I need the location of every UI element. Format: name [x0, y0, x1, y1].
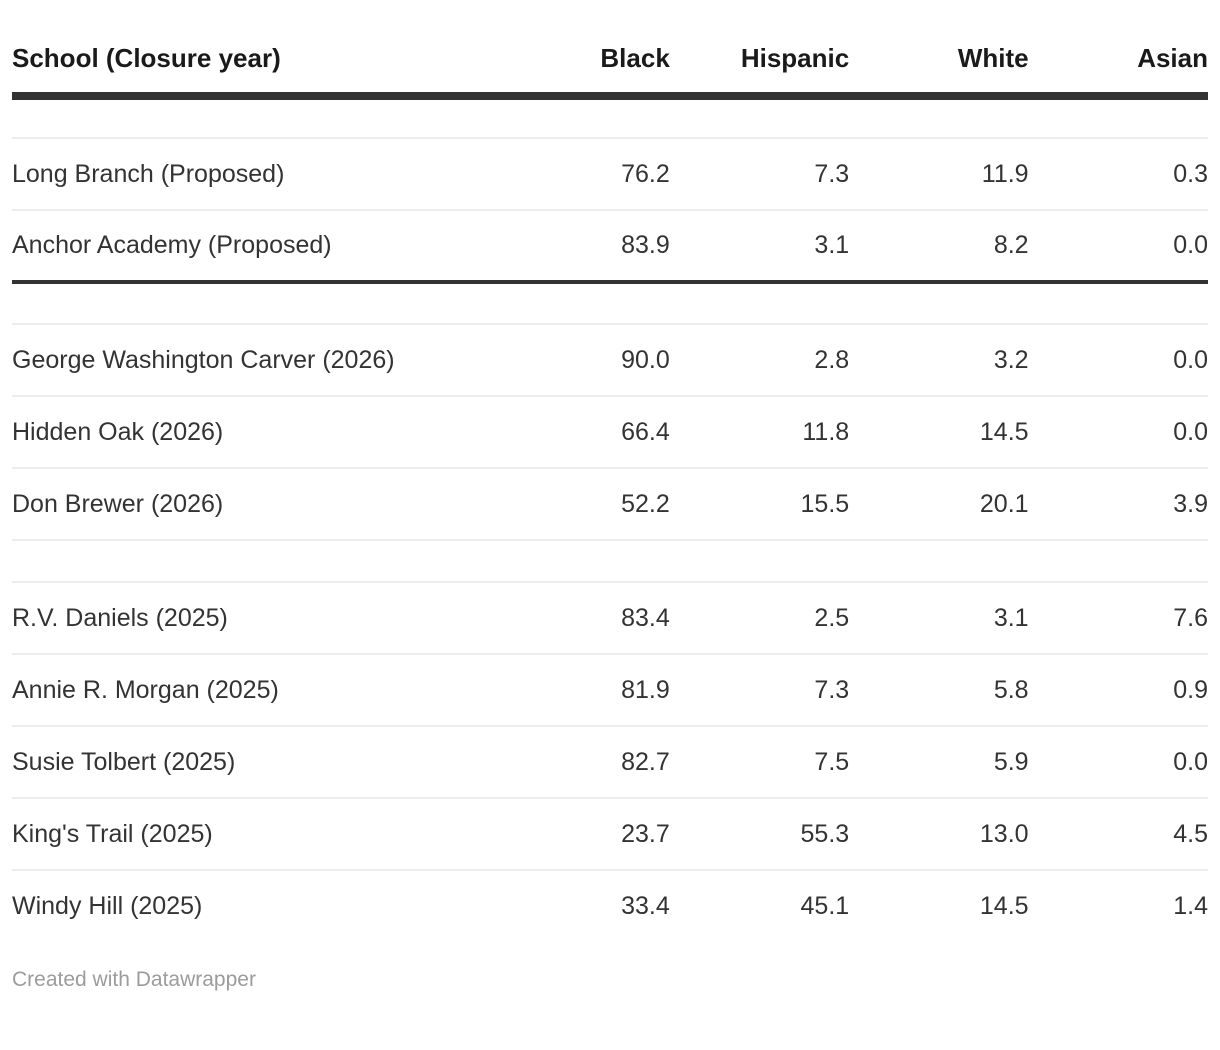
datawrapper-credit-link[interactable]: Created with Datawrapper: [12, 968, 256, 991]
table-row: King's Trail (2025) 23.7 55.3 13.0 4.5: [12, 798, 1208, 871]
group-spacer-row: [12, 540, 1208, 583]
value-cell: 4.5: [1028, 798, 1208, 871]
value-cell: 23.7: [490, 798, 670, 871]
value-cell: 0.9: [1028, 654, 1208, 727]
table-row: Don Brewer (2026) 52.2 15.5 20.1 3.9: [12, 468, 1208, 541]
table-row: Long Branch (Proposed) 76.2 7.3 11.9 0.3: [12, 138, 1208, 211]
spacer-cell: [12, 96, 1208, 139]
value-cell: 0.0: [1028, 396, 1208, 469]
value-cell: 3.1: [849, 582, 1029, 655]
table-row: Susie Tolbert (2025) 82.7 7.5 5.9 0.0: [12, 726, 1208, 799]
column-header-school: School (Closure year): [12, 24, 491, 100]
value-cell: 7.6: [1028, 582, 1208, 655]
value-cell: 11.8: [669, 396, 850, 469]
value-cell: 83.4: [490, 582, 670, 655]
value-cell: 11.9: [849, 138, 1029, 211]
table-row: Hidden Oak (2026) 66.4 11.8 14.5 0.0: [12, 396, 1208, 469]
value-cell: 83.9: [490, 210, 670, 284]
value-cell: 14.5: [979, 892, 1029, 920]
demographics-table: School (Closure year) Black Hispanic Whi…: [12, 24, 1208, 942]
group-spacer-row: [12, 96, 1208, 139]
value-cell: 7.5: [669, 726, 850, 799]
value-cell: 3.1: [669, 210, 850, 284]
table-header-row: School (Closure year) Black Hispanic Whi…: [12, 24, 1208, 100]
table-container: School (Closure year) Black Hispanic Whi…: [12, 24, 1208, 992]
table-row: R.V. Daniels (2025) 83.4 2.5 3.1 7.6: [12, 582, 1208, 655]
school-name-cell: Don Brewer (2026): [12, 468, 491, 541]
value-cell: 33.4: [621, 892, 670, 920]
table-row: George Washington Carver (2026) 90.0 2.8…: [12, 324, 1208, 397]
value-cell: 8.2: [849, 210, 1029, 284]
attribution-footer: Created with Datawrapper: [12, 968, 1208, 992]
value-cell: 52.2: [490, 468, 670, 541]
school-name-cell: George Washington Carver (2026): [12, 324, 491, 397]
column-header-white: White: [849, 24, 1029, 100]
school-name-cell: Long Branch (Proposed): [12, 138, 491, 211]
value-cell: 2.5: [669, 582, 850, 655]
table-row: Annie R. Morgan (2025) 81.9 7.3 5.8 0.9: [12, 654, 1208, 727]
school-name-cell: R.V. Daniels (2025): [12, 582, 491, 655]
school-name-cell: Hidden Oak (2026): [12, 396, 491, 469]
value-cell: 3.2: [849, 324, 1029, 397]
table-row: Anchor Academy (Proposed) 83.9 3.1 8.2 0…: [12, 210, 1208, 284]
value-cell: 5.8: [849, 654, 1029, 727]
value-cell: 1.4: [1173, 892, 1208, 920]
value-cell: 7.3: [669, 138, 850, 211]
spacer-cell: [12, 282, 1208, 325]
school-name-cell: Annie R. Morgan (2025): [12, 654, 491, 727]
value-cell: 81.9: [490, 654, 670, 727]
group-spacer-row: [12, 282, 1208, 325]
value-cell: 7.3: [669, 654, 850, 727]
column-header-asian: Asian: [1028, 24, 1208, 100]
value-cell: 55.3: [669, 798, 850, 871]
spacer-cell: [12, 540, 1208, 583]
value-cell: 0.0: [1028, 726, 1208, 799]
value-cell: 2.8: [669, 324, 850, 397]
value-cell: 15.5: [669, 468, 850, 541]
school-name-cell: Susie Tolbert (2025): [12, 726, 491, 799]
value-cell: 14.5: [849, 396, 1029, 469]
column-header-hispanic: Hispanic: [669, 24, 850, 100]
table-row: Windy Hill (2025) 33.4 45.1 14.5 1.4: [12, 870, 1208, 942]
value-cell: 13.0: [849, 798, 1029, 871]
value-cell: 5.9: [849, 726, 1029, 799]
value-cell: 82.7: [490, 726, 670, 799]
value-cell: 66.4: [490, 396, 670, 469]
value-cell: 20.1: [849, 468, 1029, 541]
value-cell: 3.9: [1028, 468, 1208, 541]
value-cell: 76.2: [490, 138, 670, 211]
value-cell: 0.3: [1028, 138, 1208, 211]
school-name-cell: Anchor Academy (Proposed): [12, 210, 491, 284]
value-cell: 90.0: [490, 324, 670, 397]
school-name-cell: King's Trail (2025): [12, 798, 491, 871]
value-cell: 0.0: [1028, 324, 1208, 397]
value-cell: 0.0: [1028, 210, 1208, 284]
value-cell: 45.1: [800, 892, 850, 920]
school-name-cell: Windy Hill (2025): [12, 892, 203, 920]
column-header-black: Black: [490, 24, 670, 100]
